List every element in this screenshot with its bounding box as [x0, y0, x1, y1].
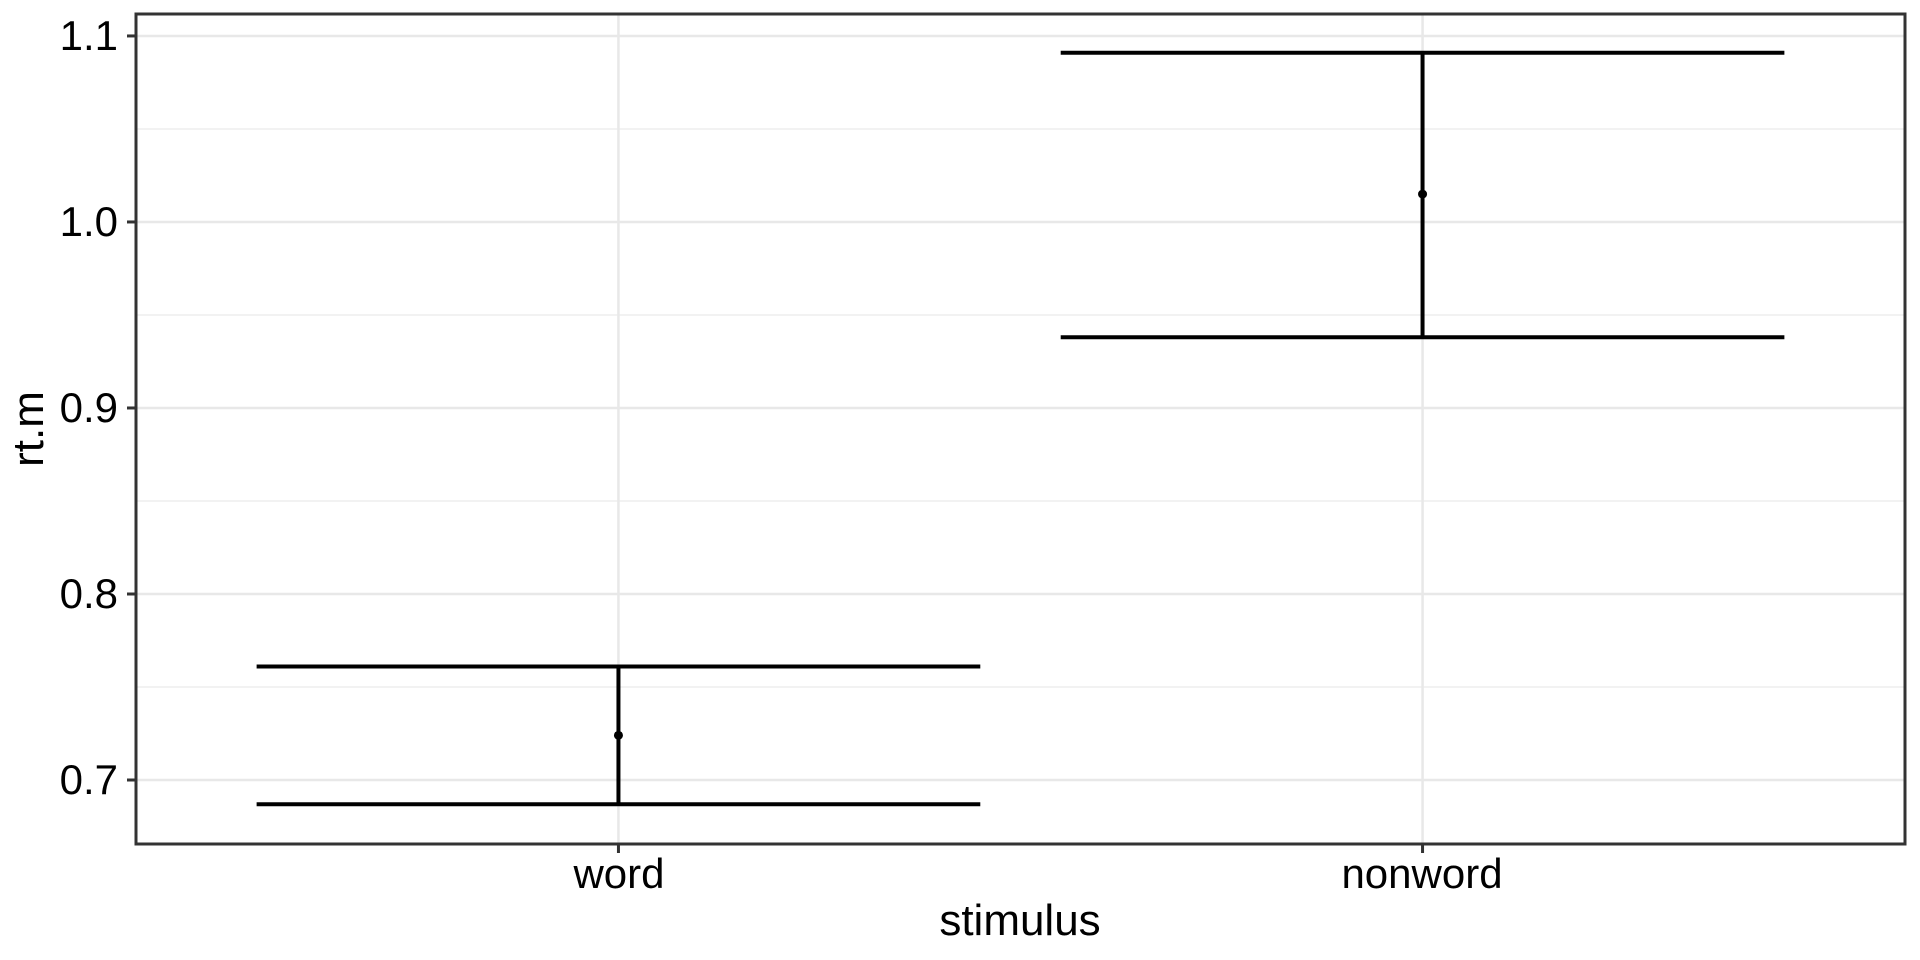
x-axis-title: stimulus — [939, 896, 1101, 945]
y-tick-label-1.0: 1.0 — [59, 198, 118, 245]
y-tick-label-0.8: 0.8 — [59, 570, 118, 617]
x-tick-label-word: word — [573, 850, 665, 897]
data-point-nonword — [1418, 189, 1428, 199]
y-tick-label-1.1: 1.1 — [59, 12, 118, 59]
y-axis-title: rt.m — [4, 391, 53, 467]
panel-border — [134, 12, 1907, 846]
x-tick-label-nonword: nonword — [1341, 850, 1503, 897]
data-point-word — [613, 730, 623, 740]
y-tick-label-0.7: 0.7 — [59, 756, 118, 803]
y-tick-label-0.9: 0.9 — [59, 384, 118, 431]
